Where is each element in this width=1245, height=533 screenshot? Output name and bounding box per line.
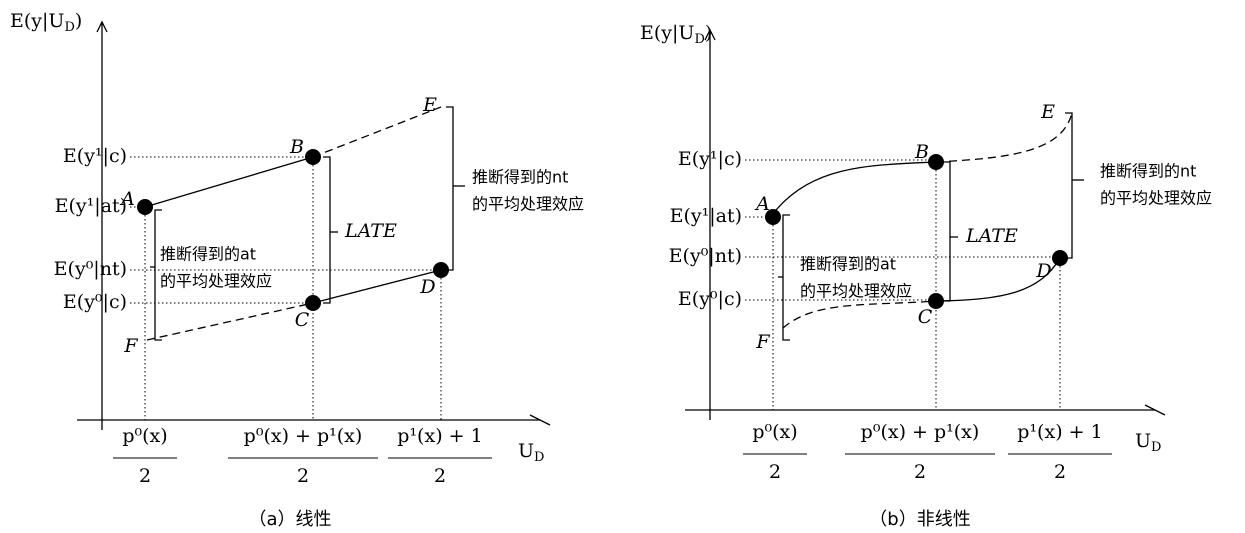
nt-note: 的平均处理效应: [472, 195, 584, 214]
point-label: F: [123, 335, 138, 357]
y-label: E(y¹|c): [678, 148, 742, 170]
at-note: 的平均处理效应: [160, 272, 272, 291]
late-bracket: [323, 156, 331, 304]
curve: [775, 161, 937, 211]
nt-bracket: [446, 106, 454, 271]
x-label-num: p¹(x) + 1: [1017, 421, 1102, 443]
late-label: LATE: [965, 225, 1018, 247]
point-label: A: [119, 188, 135, 210]
y-axis-title-sub: D: [694, 32, 704, 47]
point-label: F: [755, 331, 770, 353]
arrow-head: [704, 28, 716, 41]
y-label: E(y¹|c): [63, 145, 127, 167]
nt-note: 推断得到的nt: [1100, 162, 1196, 181]
y-label: E(y¹|at): [55, 195, 127, 217]
point: [305, 295, 321, 311]
caption: （b）非线性: [869, 509, 970, 530]
x-axis-title-sub: D: [534, 450, 544, 465]
curve: [312, 269, 442, 304]
x-label-den: 2: [914, 461, 926, 483]
y-label: E(y¹|at): [670, 205, 742, 227]
x-axis-title: UD: [518, 440, 544, 465]
x-axis-title-main: U: [518, 440, 534, 462]
at-bracket: [154, 209, 162, 341]
arrow-head: [96, 20, 108, 33]
y-axis-title-sub: D: [64, 20, 74, 35]
y-label: E(y⁰|nt): [54, 258, 127, 280]
x-label-num: p⁰(x): [122, 425, 167, 447]
curve: [146, 302, 314, 341]
point: [433, 262, 449, 278]
x-label-num: p⁰(x) + p¹(x): [861, 421, 980, 443]
caption: （a）线性: [248, 509, 331, 530]
x-label-den: 2: [434, 465, 446, 487]
at-note: 推断得到的at: [160, 245, 256, 264]
curve: [782, 300, 937, 329]
y-axis-title: E(y|UD): [10, 10, 82, 35]
nt-bracket: [1065, 112, 1073, 259]
point: [928, 154, 944, 170]
y-axis-title: E(y|UD): [640, 22, 712, 47]
y-axis-title-main: E(y|U: [640, 22, 694, 44]
x-label-den: 2: [1054, 461, 1066, 483]
at-note: 的平均处理效应: [800, 282, 912, 301]
point: [928, 293, 944, 309]
x-axis-title-sub: D: [1151, 440, 1161, 455]
y-axis-title-close: ): [705, 22, 712, 44]
point-label: E: [1040, 101, 1055, 123]
at-bracket: [782, 214, 790, 341]
y-label: E(y⁰|nt): [669, 245, 742, 267]
point-label: E: [422, 94, 437, 116]
curve: [935, 257, 1061, 302]
point-label: A: [754, 193, 770, 215]
y-axis-title-close: ): [75, 10, 82, 32]
y-label: E(y⁰|c): [63, 291, 127, 313]
nt-note: 推断得到的nt: [472, 168, 568, 187]
nt-note: 的平均处理效应: [1100, 189, 1212, 208]
point: [137, 199, 153, 215]
late-bracket: [943, 161, 951, 302]
point: [305, 149, 321, 165]
point-label: B: [914, 141, 929, 163]
y-label: E(y⁰|c): [678, 288, 742, 310]
x-label-num: p⁰(x): [752, 421, 797, 443]
x-label-den: 2: [139, 465, 151, 487]
arrow-head: [1144, 404, 1166, 416]
point-label: C: [918, 306, 933, 328]
arrow-head: [529, 414, 551, 426]
curve: [312, 106, 442, 158]
late-label: LATE: [344, 220, 397, 242]
x-label-den: 2: [297, 465, 309, 487]
point-label: C: [295, 309, 310, 331]
point-label: D: [1035, 260, 1051, 282]
x-label-den: 2: [769, 461, 781, 483]
point-label: D: [419, 276, 435, 298]
curve: [144, 156, 314, 208]
x-axis-title-main: U: [1135, 430, 1151, 452]
point: [1052, 250, 1068, 266]
x-label-num: p⁰(x) + p¹(x): [244, 425, 363, 447]
point-label: B: [289, 136, 304, 158]
at-note: 推断得到的at: [800, 255, 896, 274]
x-label-num: p¹(x) + 1: [397, 425, 482, 447]
point: [765, 209, 781, 225]
y-axis-title-main: E(y|U: [10, 10, 64, 32]
x-axis-title: UD: [1135, 430, 1161, 455]
curve: [935, 112, 1073, 163]
